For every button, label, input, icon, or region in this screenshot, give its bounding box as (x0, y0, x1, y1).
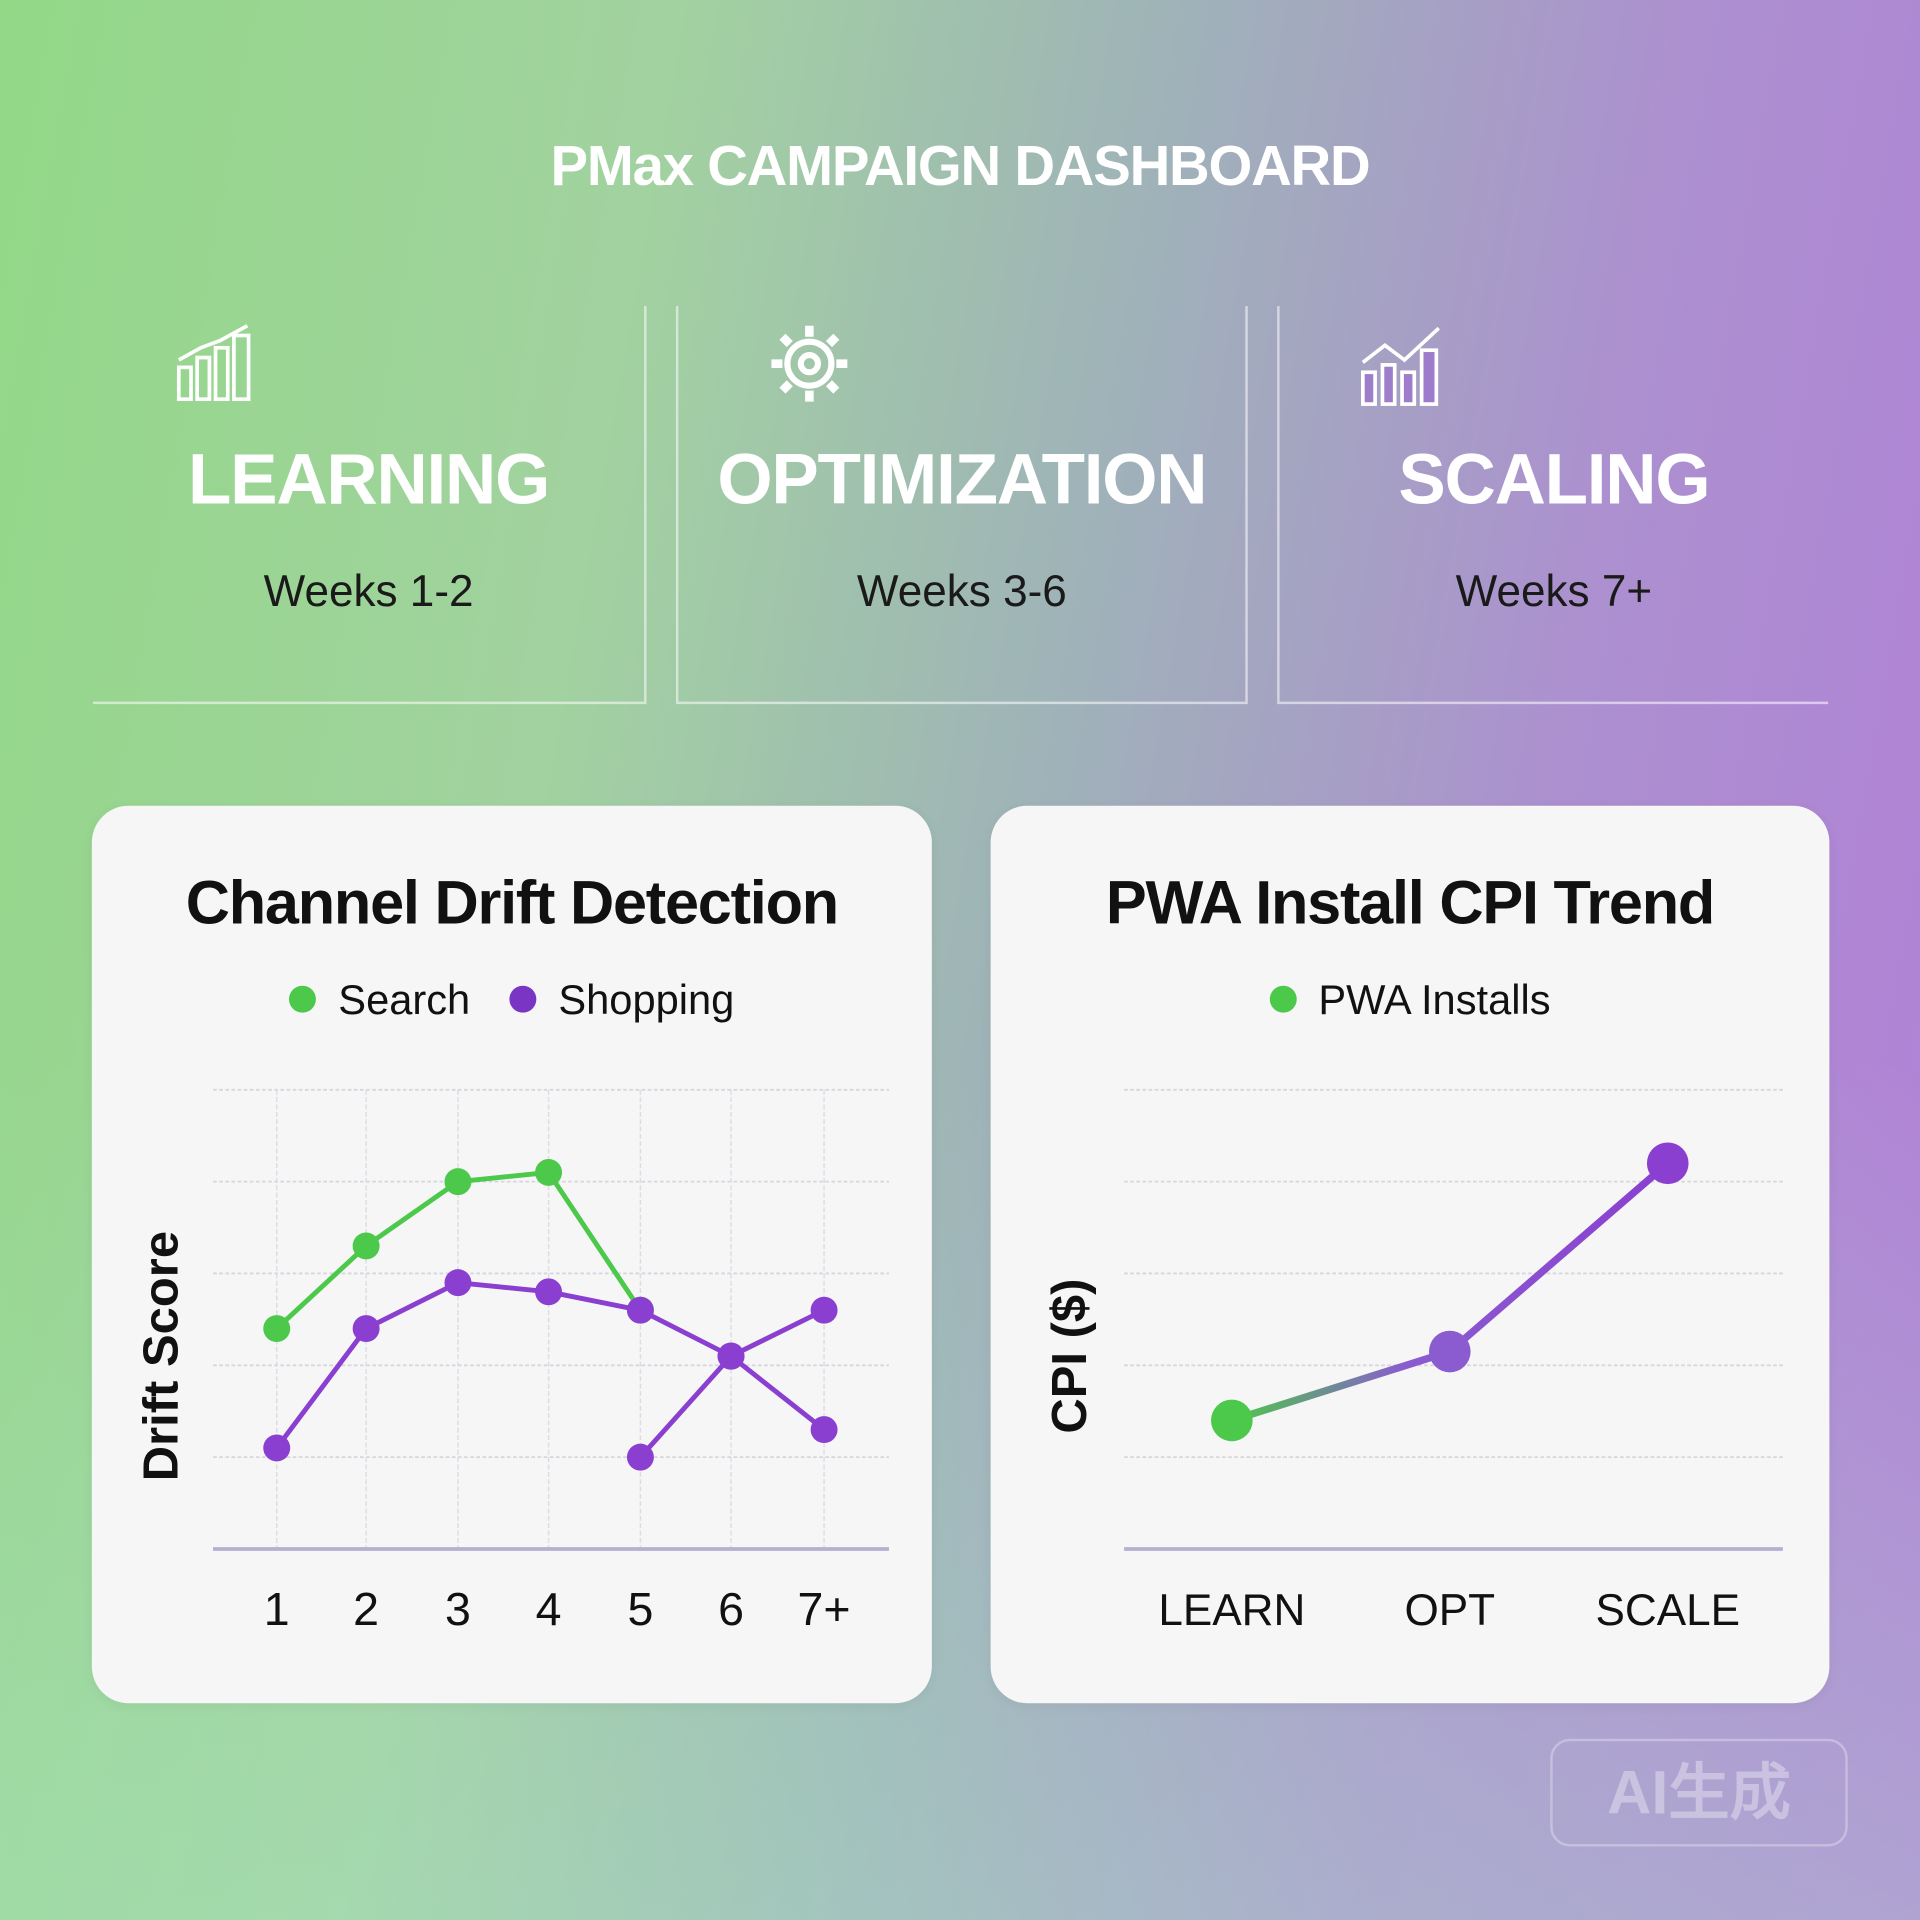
data-point (717, 1342, 745, 1370)
data-point (810, 1296, 838, 1324)
legend-label: Search (338, 977, 471, 1024)
chart-legend: Search Shopping (92, 977, 932, 1025)
growth-chart-icon (1361, 326, 1441, 406)
phase-optimization: OPTIMIZATION Weeks 3-6 (675, 306, 1248, 705)
x-tick-label: 3 (445, 1583, 471, 1635)
y-axis-label: CPI ($) (1043, 1279, 1097, 1434)
phase-scaling: SCALING Weeks 7+ (1277, 306, 1829, 705)
x-tick-label: 1 (264, 1583, 290, 1635)
data-point (1211, 1399, 1253, 1442)
cpi-chart: LEARN OPT SCALE CPI ($) (1043, 1088, 1783, 1635)
data-point (626, 1443, 654, 1471)
x-tick-label: 2 (353, 1583, 379, 1635)
phase-weeks: Weeks 3-6 (856, 565, 1067, 616)
phase-name: SCALING (1398, 439, 1710, 520)
legend-item-shopping: Shopping (509, 977, 734, 1025)
data-point (444, 1269, 472, 1297)
legend-label: PWA Installs (1318, 977, 1551, 1024)
x-tick-label: 5 (627, 1583, 653, 1635)
phase-weeks: Weeks 7+ (1455, 565, 1653, 616)
y-axis-label: Drift Score (135, 1231, 189, 1481)
chart-legend: PWA Installs (991, 977, 1830, 1025)
legend-dot (1269, 985, 1297, 1013)
series-line-series-2 (638, 1308, 826, 1459)
x-tick-label: 6 (718, 1583, 744, 1635)
ai-generated-watermark: AI生成 (1550, 1738, 1848, 1847)
data-point (352, 1232, 380, 1260)
legend-item-search: Search (289, 977, 470, 1025)
bar-chart-icon (176, 324, 251, 402)
chart-title: PWA Install CPI Trend (1105, 868, 1715, 937)
chart-title: Channel Drift Detection (185, 868, 839, 937)
data-point (810, 1416, 838, 1444)
phase-name: OPTIMIZATION (717, 439, 1207, 520)
data-point (626, 1296, 654, 1324)
legend-dot (289, 985, 317, 1013)
data-point (1646, 1142, 1689, 1185)
gear-icon (771, 325, 848, 402)
data-point (263, 1315, 291, 1343)
data-point (535, 1278, 563, 1306)
x-tick-label: SCALE (1595, 1586, 1740, 1635)
x-tick-label: 4 (536, 1583, 562, 1635)
data-point (352, 1315, 380, 1343)
x-tick-label: 7+ (798, 1583, 851, 1635)
drift-chart: 1 2 3 4 5 6 7+ Drift Score (135, 1088, 889, 1635)
cpi-chart-card: PWA Install CPI Trend PWA Installs LEARN… (990, 805, 1830, 1704)
series-line-pwa-installs (1230, 1160, 1671, 1424)
legend-dot (509, 985, 537, 1013)
phase-weeks: Weeks 1-2 (263, 565, 474, 616)
data-point (1428, 1330, 1471, 1373)
drift-chart-card: Channel Drift Detection Search Shopping … (91, 805, 932, 1704)
data-point (263, 1434, 291, 1462)
phase-name: LEARNING (188, 439, 550, 520)
data-point (535, 1158, 563, 1186)
page-title: PMax CAMPAIGN DASHBOARD (550, 133, 1371, 198)
legend-label: Shopping (558, 977, 735, 1024)
x-tick-label: LEARN (1158, 1586, 1305, 1635)
data-point (444, 1168, 472, 1196)
legend-item-pwa-installs: PWA Installs (1269, 977, 1551, 1025)
x-tick-label: OPT (1404, 1586, 1495, 1635)
phase-learning: LEARNING Weeks 1-2 (93, 306, 647, 705)
